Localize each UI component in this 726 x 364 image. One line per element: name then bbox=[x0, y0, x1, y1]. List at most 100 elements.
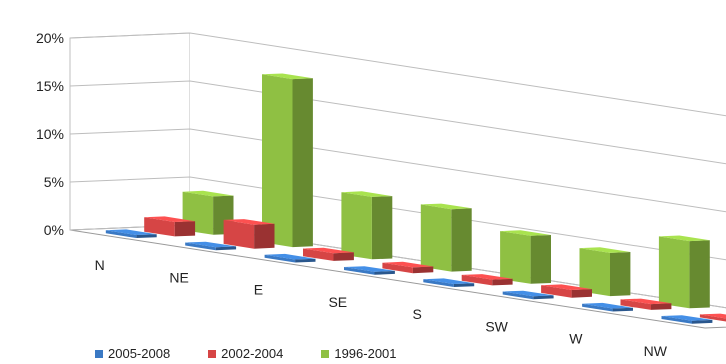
x-category-label: W bbox=[569, 331, 583, 347]
x-category-label: SW bbox=[485, 318, 508, 334]
y-tick-label: 15% bbox=[36, 78, 64, 94]
bar bbox=[341, 191, 393, 260]
bar-side bbox=[136, 234, 157, 238]
y-tick-label: 20% bbox=[36, 30, 64, 46]
bar bbox=[658, 235, 710, 309]
bar-side bbox=[571, 289, 592, 298]
legend-item: 2005-2008 bbox=[95, 346, 170, 361]
gridline bbox=[69, 128, 726, 213]
bar-top bbox=[500, 230, 551, 236]
bar bbox=[105, 229, 157, 238]
bar-front bbox=[582, 303, 613, 312]
bar-side bbox=[612, 307, 633, 312]
bar-top bbox=[699, 313, 726, 319]
bar-front bbox=[500, 231, 531, 284]
legend-swatch bbox=[208, 349, 217, 358]
bar bbox=[699, 313, 726, 322]
bar bbox=[661, 315, 713, 324]
bar-side bbox=[215, 246, 237, 251]
bar-top bbox=[185, 241, 237, 248]
y-tick-label: 5% bbox=[44, 174, 64, 190]
bar-front bbox=[620, 299, 651, 310]
bar bbox=[461, 274, 513, 286]
bar bbox=[185, 241, 237, 251]
bar-top bbox=[579, 247, 631, 253]
bar-top bbox=[502, 290, 554, 297]
x-category-label: SE bbox=[328, 294, 347, 310]
bar-top bbox=[303, 247, 354, 254]
bar-front bbox=[144, 217, 175, 237]
bar-front bbox=[185, 242, 216, 251]
bar-front bbox=[579, 248, 610, 297]
bar-front bbox=[223, 219, 255, 249]
bar bbox=[382, 261, 434, 274]
bar-top bbox=[144, 216, 196, 222]
legend-label: 2005-2008 bbox=[108, 346, 171, 361]
bar-front bbox=[541, 285, 572, 298]
bar-side bbox=[530, 235, 551, 284]
bar-top bbox=[264, 253, 316, 260]
gridline bbox=[69, 80, 726, 165]
bar-top bbox=[341, 191, 393, 197]
bar bbox=[303, 247, 354, 261]
x-category-label: NW bbox=[644, 343, 668, 359]
bar-side bbox=[610, 252, 631, 297]
x-axis-categories: N NE E SE S SW W NW bbox=[95, 257, 668, 359]
bar-side bbox=[292, 78, 313, 248]
bar-front bbox=[502, 291, 534, 300]
legend-item: 2002-2004 bbox=[208, 346, 283, 361]
bar-top bbox=[661, 315, 713, 321]
bars bbox=[105, 73, 726, 324]
bar bbox=[420, 203, 472, 272]
bar-top bbox=[461, 274, 513, 280]
bar-side bbox=[692, 319, 713, 324]
bar bbox=[502, 290, 554, 300]
bar-top bbox=[658, 235, 710, 242]
bar-front bbox=[382, 262, 413, 274]
bar bbox=[264, 253, 316, 263]
bar-top bbox=[382, 261, 434, 268]
y-axis-ticks: 0% 5% 10% 15% 20% bbox=[36, 30, 64, 238]
bar-side bbox=[295, 258, 316, 263]
bar-side bbox=[412, 266, 434, 274]
x-category-label: E bbox=[254, 282, 263, 298]
bar-top bbox=[620, 298, 672, 305]
legend: 2005-2008 2002-2004 1996-2001 bbox=[95, 346, 397, 361]
bar-side bbox=[453, 283, 475, 287]
bar-side bbox=[333, 252, 354, 261]
bar-front bbox=[264, 254, 296, 263]
bar-side bbox=[651, 303, 672, 310]
bar-front bbox=[658, 236, 690, 309]
gridline bbox=[69, 176, 726, 261]
x-category-label: NE bbox=[169, 269, 188, 285]
bar bbox=[262, 73, 313, 248]
bar-top bbox=[541, 284, 592, 290]
bar bbox=[579, 247, 631, 297]
bar bbox=[582, 302, 633, 312]
bar-front bbox=[661, 316, 692, 324]
bar-front bbox=[699, 314, 726, 322]
bar-front bbox=[105, 230, 137, 238]
bar-side bbox=[174, 221, 196, 237]
bar-front bbox=[341, 192, 372, 260]
x-category-label: S bbox=[413, 306, 422, 322]
legend-label: 1996-2001 bbox=[334, 346, 397, 361]
bar-side bbox=[533, 295, 554, 300]
bar bbox=[541, 284, 592, 298]
legend-item: 1996-2001 bbox=[321, 346, 397, 361]
x-category-label: N bbox=[95, 257, 105, 273]
bar-side bbox=[451, 208, 472, 272]
bar-front bbox=[303, 248, 334, 261]
bar-top bbox=[344, 266, 395, 272]
bar-side bbox=[492, 278, 513, 286]
bar-top bbox=[182, 190, 234, 197]
bar-top bbox=[262, 73, 313, 80]
legend-swatch bbox=[321, 349, 330, 358]
bar-front bbox=[420, 204, 452, 272]
bar bbox=[423, 278, 475, 287]
bar bbox=[344, 266, 395, 275]
bar-top bbox=[105, 229, 157, 235]
bar-top bbox=[223, 219, 275, 225]
bar-front bbox=[423, 279, 454, 287]
